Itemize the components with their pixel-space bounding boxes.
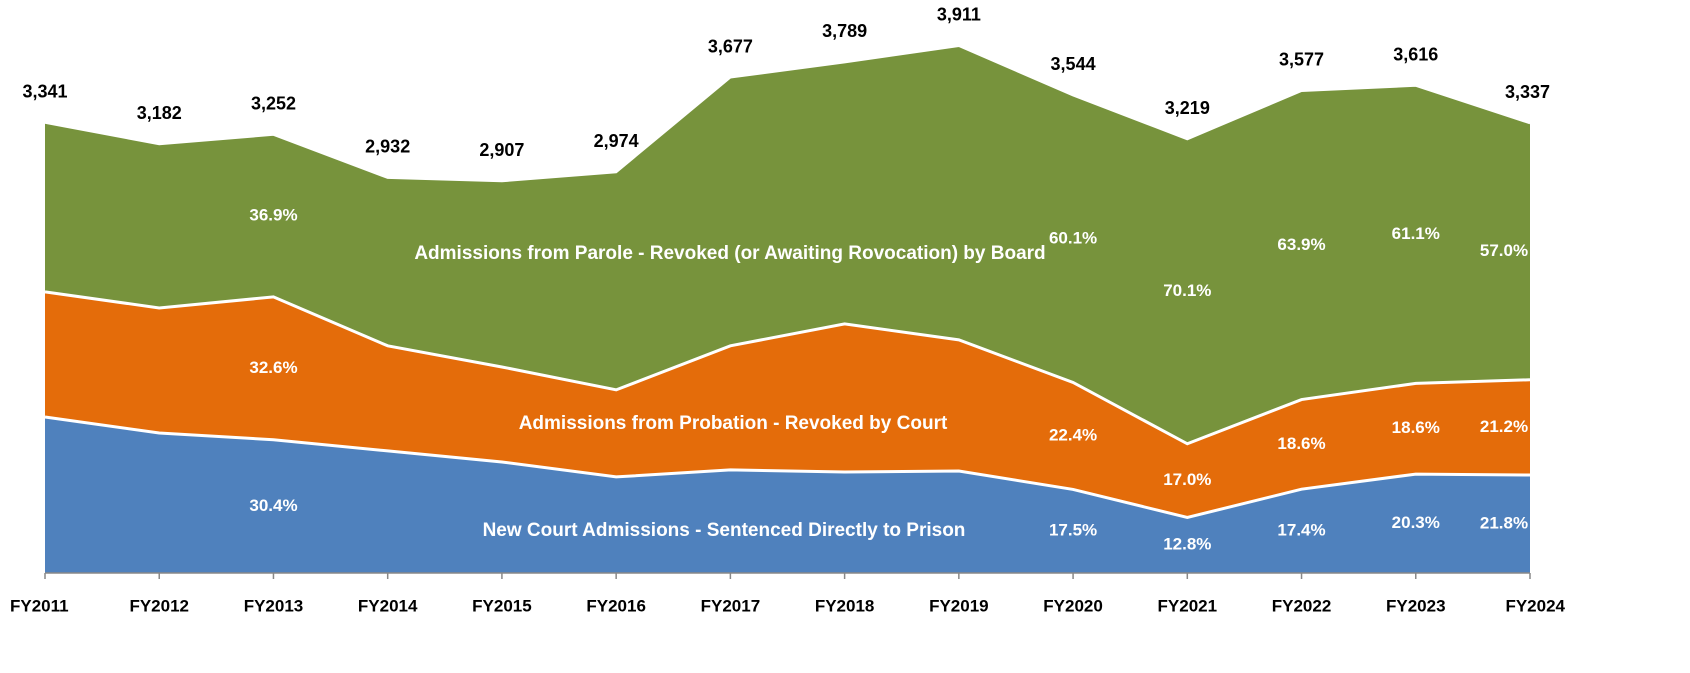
- total-label: 3,577: [1279, 50, 1324, 70]
- x-tick-label: FY2022: [1272, 596, 1332, 615]
- share-label: 60.1%: [1049, 228, 1097, 247]
- total-label: 3,616: [1393, 44, 1438, 64]
- series-label: Admissions from Parole - Revoked (or Awa…: [414, 243, 1045, 264]
- share-label: 36.9%: [249, 205, 297, 224]
- series-label: Admissions from Probation - Revoked by C…: [519, 413, 948, 434]
- total-label: 3,182: [137, 103, 182, 123]
- x-tick-label: FY2013: [244, 596, 304, 615]
- share-label: 17.4%: [1277, 521, 1325, 540]
- area: [45, 45, 1530, 444]
- area: [45, 416, 1530, 573]
- share-label: 22.4%: [1049, 425, 1097, 444]
- share-label: 18.6%: [1277, 434, 1325, 453]
- series-label: New Court Admissions - Sentenced Directl…: [483, 520, 966, 541]
- total-label: 3,252: [251, 94, 296, 114]
- share-label: 21.8%: [1480, 514, 1528, 533]
- share-label: 20.3%: [1392, 513, 1440, 532]
- x-tick-label: FY2011: [10, 596, 69, 615]
- boundary-line: [44, 44, 1531, 183]
- share-label: 17.5%: [1049, 521, 1097, 540]
- total-label: 3,789: [822, 21, 867, 41]
- x-tick-label: FY2024: [1505, 596, 1565, 615]
- total-label: 3,544: [1051, 54, 1096, 74]
- share-label: 63.9%: [1277, 235, 1325, 254]
- boundary-line: [44, 290, 1531, 446]
- total-label: 2,974: [594, 131, 639, 151]
- share-label: 32.6%: [249, 358, 297, 377]
- boundary-line: [44, 415, 1531, 520]
- x-tick-label: FY2012: [129, 596, 189, 615]
- total-label: 3,911: [937, 5, 981, 25]
- share-label: 18.6%: [1392, 418, 1440, 437]
- share-label: 17.0%: [1163, 470, 1211, 489]
- total-label: 3,677: [708, 36, 753, 56]
- share-label: 70.1%: [1163, 281, 1211, 300]
- total-label: 3,341: [22, 82, 67, 102]
- x-tick-label: FY2015: [472, 596, 532, 615]
- x-tick-label: FY2021: [1158, 596, 1218, 615]
- x-tick-label: FY2018: [815, 596, 875, 615]
- share-label: 57.0%: [1480, 241, 1528, 260]
- x-tick-label: FY2016: [586, 596, 646, 615]
- x-tick-label: FY2020: [1043, 596, 1103, 615]
- total-label: 3,337: [1505, 82, 1550, 102]
- area: [45, 291, 1530, 518]
- total-label: 2,907: [479, 140, 524, 160]
- total-label: 2,932: [365, 137, 410, 157]
- share-label: 30.4%: [249, 496, 297, 515]
- share-label: 12.8%: [1163, 535, 1211, 554]
- x-tick-label: FY2017: [701, 596, 761, 615]
- x-tick-label: FY2023: [1386, 596, 1446, 615]
- total-label: 3,219: [1165, 98, 1210, 118]
- share-label: 21.2%: [1480, 417, 1528, 436]
- x-tick-label: FY2014: [358, 596, 418, 615]
- x-tick-label: FY2019: [929, 596, 989, 615]
- share-label: 61.1%: [1392, 224, 1440, 243]
